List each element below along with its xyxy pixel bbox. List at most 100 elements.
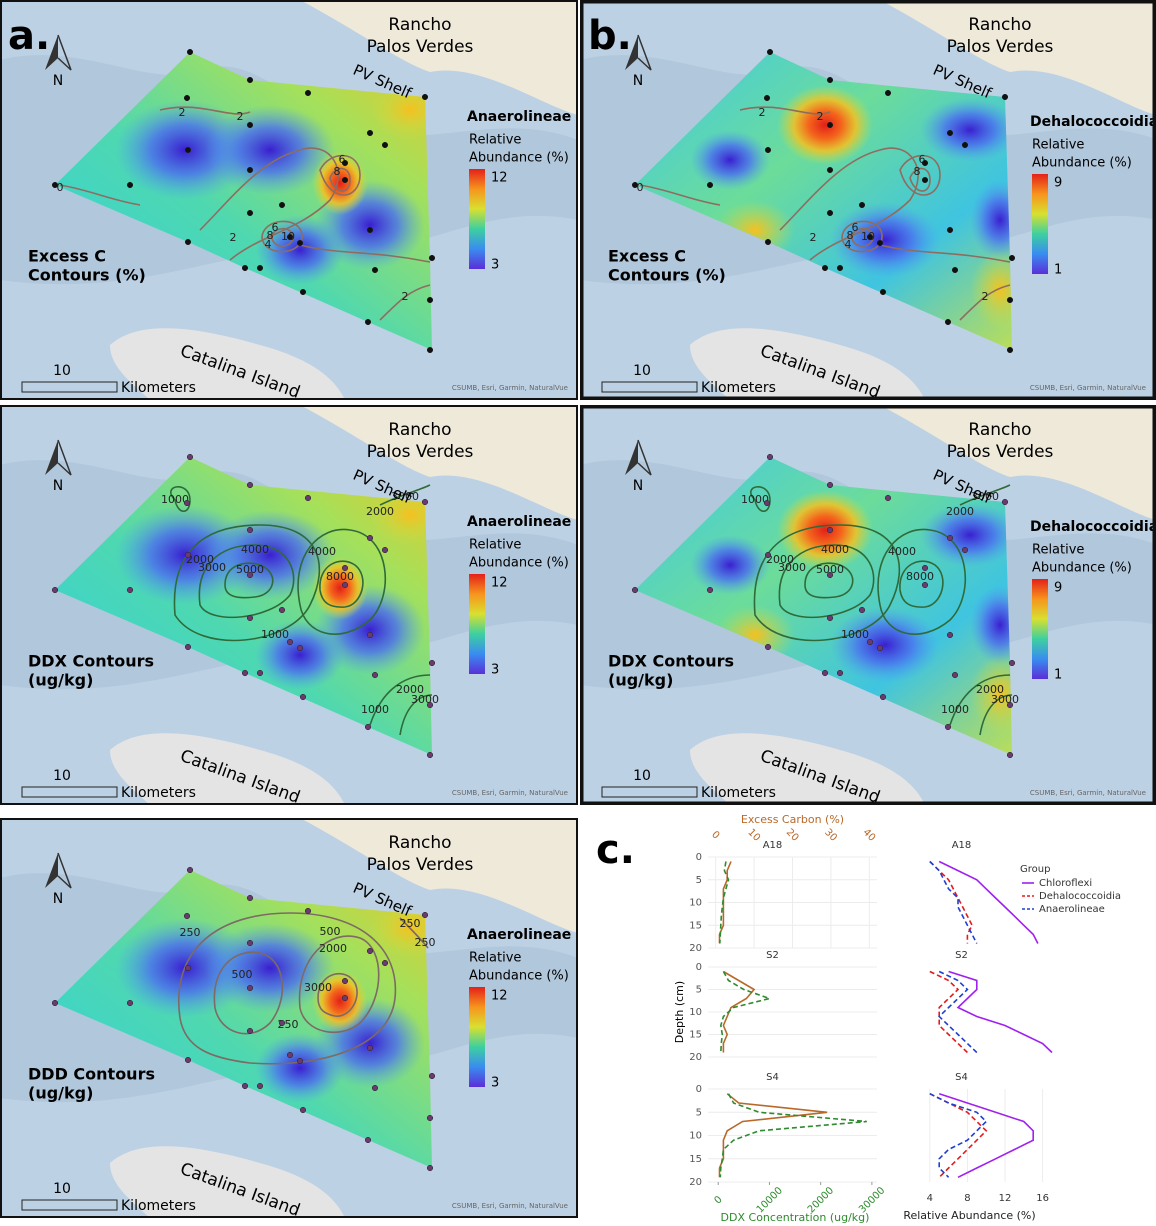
color-bar-max: 12 xyxy=(491,989,508,1004)
station xyxy=(185,147,191,153)
station xyxy=(822,670,828,676)
station xyxy=(707,587,713,593)
contour-label: 250 xyxy=(400,917,421,930)
station xyxy=(305,495,311,501)
station xyxy=(342,978,348,984)
x-axis-label: Excess Carbon (%) xyxy=(741,813,844,826)
station xyxy=(287,639,293,645)
scale-value: 10 xyxy=(633,363,651,379)
station xyxy=(287,234,293,240)
station xyxy=(247,895,253,901)
station xyxy=(184,913,190,919)
station xyxy=(367,948,373,954)
station xyxy=(859,607,865,613)
station xyxy=(859,202,865,208)
station xyxy=(1002,499,1008,505)
scale-unit: Kilometers xyxy=(121,785,196,801)
legend-text: Abundance (%) xyxy=(469,556,569,571)
station xyxy=(707,182,713,188)
station xyxy=(365,1137,371,1143)
y-tick-label: 10 xyxy=(689,898,702,909)
station xyxy=(947,227,953,233)
heat-blob xyxy=(690,130,770,190)
station xyxy=(127,1000,133,1006)
station xyxy=(287,1052,293,1058)
station xyxy=(1009,660,1015,666)
station xyxy=(1007,297,1013,303)
station xyxy=(52,587,58,593)
scale-value: 10 xyxy=(633,768,651,784)
legend-text: Relative xyxy=(469,951,521,966)
color-bar xyxy=(1032,174,1048,274)
station xyxy=(279,607,285,613)
chart-title: S2 xyxy=(766,950,779,961)
station xyxy=(185,644,191,650)
place-name: Rancho xyxy=(388,15,451,35)
station xyxy=(382,960,388,966)
contour-label: 2 xyxy=(810,231,817,244)
y-tick-label: 0 xyxy=(696,852,702,863)
legend-group: Anaerolineae xyxy=(467,109,571,125)
station xyxy=(52,1000,58,1006)
legend-text: Abundance (%) xyxy=(1032,156,1132,171)
station xyxy=(367,1045,373,1051)
station xyxy=(947,535,953,541)
station xyxy=(827,527,833,533)
contour-label: 1000 xyxy=(361,703,389,716)
contour-label: 2 xyxy=(759,106,766,119)
station xyxy=(257,1083,263,1089)
heat-blob xyxy=(777,85,873,165)
contour-label: 250 xyxy=(415,936,436,949)
station xyxy=(947,130,953,136)
station xyxy=(52,182,58,188)
figure: c. 220268684102Na.RanchoPalos VerdesPV S… xyxy=(0,0,1156,1226)
panel-label: a. xyxy=(8,13,50,59)
station xyxy=(300,1107,306,1113)
contour-label: 2000 xyxy=(319,942,347,955)
y-tick-label: 5 xyxy=(696,875,702,886)
map-panel: 220268684102Na.RanchoPalos VerdesPV Shel… xyxy=(0,0,578,403)
station xyxy=(184,95,190,101)
station xyxy=(427,1115,433,1121)
station xyxy=(867,234,873,240)
station xyxy=(837,670,843,676)
station xyxy=(837,265,843,271)
plot-area xyxy=(911,967,1052,1057)
x2-axis-label: DDX Concentration (ug/kg) xyxy=(721,1211,870,1224)
place-name: Palos Verdes xyxy=(367,442,474,462)
x-tick-label: 8 xyxy=(964,1193,970,1204)
contour-label: 8000 xyxy=(906,570,934,583)
contour-title: Contours (%) xyxy=(608,266,726,285)
station xyxy=(187,49,193,55)
station xyxy=(922,582,928,588)
station xyxy=(867,639,873,645)
color-bar xyxy=(469,987,485,1087)
station xyxy=(242,265,248,271)
station xyxy=(962,142,968,148)
legend-group: Anaerolineae xyxy=(467,927,571,943)
contour-label: 3000 xyxy=(991,693,1019,706)
contour-title: (ug/kg) xyxy=(608,671,673,690)
legend-text: Abundance (%) xyxy=(1032,561,1132,576)
scale-unit: Kilometers xyxy=(701,785,776,801)
station xyxy=(382,142,388,148)
station xyxy=(922,565,928,571)
y-tick-label: 0 xyxy=(696,1084,702,1095)
place-name: Rancho xyxy=(968,420,1031,440)
station xyxy=(765,644,771,650)
station xyxy=(952,672,958,678)
station xyxy=(297,645,303,651)
map-panel: 1000200030004000500040008000100020003000… xyxy=(0,405,578,808)
scale-unit: Kilometers xyxy=(121,1198,196,1214)
station xyxy=(1009,255,1015,261)
contour-label: 2 xyxy=(230,231,237,244)
station xyxy=(367,535,373,541)
y-tick-label: 15 xyxy=(689,920,702,931)
station xyxy=(297,240,303,246)
contour-label: 4000 xyxy=(821,543,849,556)
contour-title: DDX Contours xyxy=(608,652,734,671)
contour-title: (ug/kg) xyxy=(28,671,93,690)
legend-text: Abundance (%) xyxy=(469,151,569,166)
contour-label: 3000 xyxy=(778,561,806,574)
color-bar-min: 3 xyxy=(491,258,499,273)
